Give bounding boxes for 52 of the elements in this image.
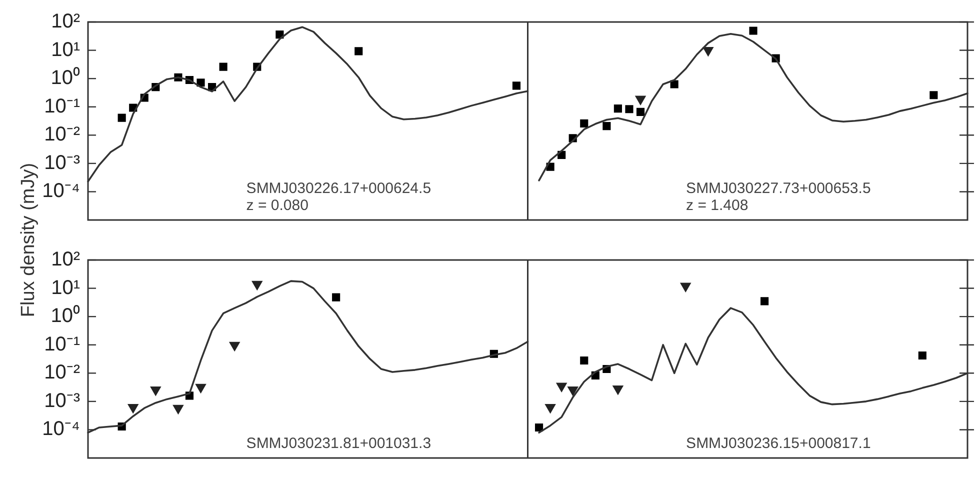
point (534, 423, 544, 432)
annotation: SMMJ030227.73+000653.5 (686, 180, 871, 197)
point (545, 404, 556, 414)
y-tick-label: 10⁻⁴ (42, 418, 80, 440)
point (332, 293, 340, 302)
y-tick-label: 10⁰ (50, 66, 80, 90)
point (512, 82, 521, 90)
point (128, 404, 138, 414)
point (918, 351, 926, 360)
point (196, 78, 205, 87)
y-tick-label: 10¹ (51, 276, 80, 299)
point (760, 297, 769, 306)
point (172, 404, 184, 414)
point (635, 96, 646, 105)
point (612, 386, 624, 395)
point (556, 382, 567, 392)
y-tick-label: 10⁻⁴ (42, 180, 80, 202)
point (580, 356, 588, 365)
point (614, 104, 622, 113)
point (229, 342, 240, 352)
y-tick-label: 10⁻¹ (44, 333, 80, 356)
point (252, 280, 262, 290)
point (625, 105, 634, 114)
y-tick-label: 10⁰ (50, 304, 80, 328)
y-tick-label: 10¹ (51, 38, 80, 61)
point (702, 47, 714, 56)
annotation: SMMJ030236.15+000817.1 (686, 435, 871, 452)
point (680, 282, 691, 292)
annotation: SMMJ030226.17+000624.5 (246, 180, 432, 197)
point (195, 384, 206, 394)
annotation: SMMJ030231.81+001031.3 (246, 435, 432, 452)
point (636, 108, 645, 116)
point (568, 386, 578, 396)
point (749, 26, 758, 35)
point (219, 62, 228, 71)
y-tick-label: 10⁻² (44, 124, 80, 146)
y-axis-title: Flux density (mJy) (18, 162, 40, 318)
y-tick-label: 10⁻³ (44, 390, 80, 412)
point (118, 114, 126, 122)
point (670, 80, 678, 88)
y-tick-label: 10² (51, 10, 80, 33)
point (354, 47, 363, 56)
point (602, 122, 611, 130)
annotation: z = 0.080 (246, 197, 308, 214)
y-tick-label: 10² (51, 248, 80, 271)
y-tick-label: 10⁻¹ (44, 95, 80, 118)
y-tick-label: 10⁻³ (44, 152, 80, 174)
point (580, 119, 588, 128)
point (930, 91, 938, 100)
annotation: z = 1.408 (686, 197, 748, 214)
point (150, 386, 161, 396)
y-tick-label: 10⁻² (44, 362, 80, 384)
